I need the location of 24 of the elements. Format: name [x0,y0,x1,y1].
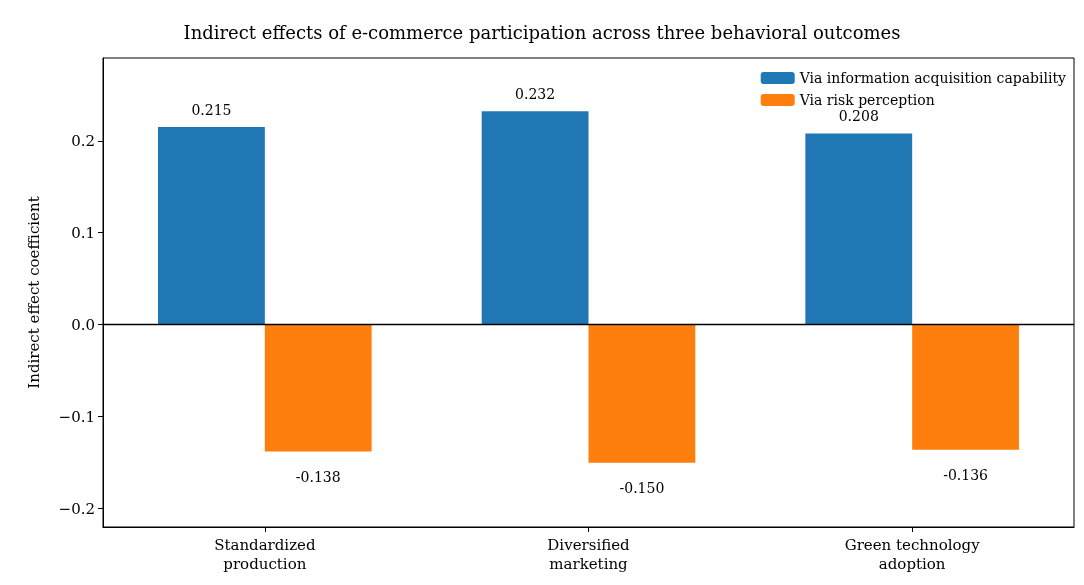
bar [481,111,589,325]
x-tick-label: Standardized production [214,535,316,573]
legend-label: Via information acquisition capability [798,70,1067,86]
data-label: -0.150 [619,479,665,496]
bar [588,324,696,463]
y-tick-label: −0.1 [58,407,95,426]
bar [158,126,265,325]
y-tick-label: −0.2 [58,499,95,518]
x-tick-label: Green technology adoption [844,535,981,573]
data-label: -0.138 [295,468,341,485]
data-label: 0.232 [515,86,556,103]
data-label: 0.208 [838,108,879,125]
y-tick-label: 0.0 [71,315,95,334]
chart-title: Indirect effects of e-commerce participation across three behavioral outcomes [183,21,901,43]
y-tick-label: 0.1 [71,223,95,242]
data-label: 0.215 [191,101,232,118]
legend-label: Via risk perception [798,92,935,108]
bar [805,133,913,325]
y-axis-title: Indirect effect coefficient [24,196,43,389]
bar [912,324,1019,450]
data-label: -0.136 [943,466,989,483]
bar [264,324,372,452]
y-tick-label: 0.2 [71,131,95,150]
x-tick-label: Diversified marketing [547,535,631,573]
